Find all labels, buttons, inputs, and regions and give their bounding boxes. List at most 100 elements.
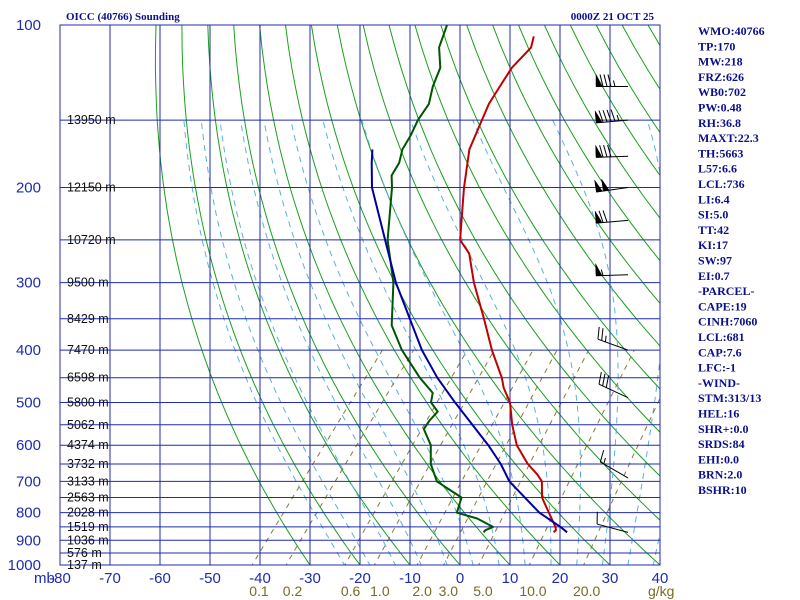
mixing-ratio-line	[285, 349, 415, 565]
height-label: 9500 m	[67, 276, 109, 290]
height-label: 8429 m	[67, 312, 109, 326]
index-line: TP:170	[698, 39, 735, 53]
mixing-ratio-tick-label: 0.6	[341, 583, 361, 599]
pressure-tick-label: 900	[16, 532, 41, 549]
mixing-ratio-tick-label: 2.0	[412, 583, 432, 599]
index-line: -WIND-	[698, 376, 740, 390]
mixing-ratio-tick-label: 20.0	[573, 583, 600, 599]
mixing-ratio-lines	[251, 349, 660, 565]
dry-adiabat	[310, 25, 611, 565]
wind-barb	[594, 179, 629, 193]
temperature-tick-label: -10	[399, 570, 421, 587]
temperature-tick-label: -80	[49, 570, 71, 587]
height-label: 4374 m	[67, 438, 109, 452]
pressure-tick-label: 100	[16, 17, 41, 34]
pressure-tick-label: 600	[16, 437, 41, 454]
mixing-ratio-tick-label: 0.2	[283, 583, 303, 599]
wind-barb	[595, 263, 629, 277]
height-label: 2028 m	[67, 506, 109, 520]
pressure-tick-label: 700	[16, 473, 41, 490]
index-line: LFC:-1	[698, 361, 736, 375]
height-label: 3133 m	[67, 474, 109, 488]
pressure-tick-label: 800	[16, 505, 41, 522]
pressure-tick-label: 400	[16, 342, 41, 359]
temperature-tick-label: -70	[99, 570, 121, 587]
wind-barb	[598, 371, 629, 399]
index-line: L57:6.6	[698, 162, 737, 176]
mixing-ratio-unit-label: g/kg	[648, 583, 674, 599]
dry-adiabat	[388, 25, 660, 477]
wind-barb	[595, 74, 628, 88]
temperature-tick-label: -40	[249, 570, 271, 587]
mixing-ratio-tick-label: 10.0	[519, 583, 546, 599]
mixing-ratio-line	[443, 349, 558, 565]
temperature-tick-label: -50	[199, 570, 221, 587]
index-line: LI:6.4	[698, 192, 730, 206]
temperature-tick-label: 20	[552, 570, 569, 587]
height-label: 5062 m	[67, 418, 109, 432]
profiles	[370, 25, 568, 534]
temperature-tick-label: 10	[502, 570, 519, 587]
height-label: 137 m	[67, 558, 102, 572]
index-line: SHR+:0.0	[698, 422, 749, 436]
mixing-ratio-line	[251, 349, 383, 565]
index-line: WB0:702	[698, 85, 746, 99]
dry-adiabat	[336, 25, 660, 565]
dry-adiabat	[414, 25, 660, 433]
index-line: MAXT:22.3	[698, 131, 759, 145]
wind-barb	[594, 210, 629, 224]
index-line: STM:313/13	[698, 391, 761, 405]
index-line: BSHR:10	[698, 483, 747, 497]
height-label: 1519 m	[67, 520, 109, 534]
index-line: EHI:0.0	[698, 452, 739, 466]
index-line: CINH:7060	[698, 315, 757, 329]
wind-barb	[595, 144, 629, 158]
height-label: 7470 m	[67, 343, 109, 357]
index-line: PW:0.48	[698, 101, 742, 115]
height-label: 1036 m	[67, 533, 109, 547]
index-line: LCL:681	[698, 330, 745, 344]
dry-adiabat	[285, 25, 561, 565]
index-line: WMO:40766	[698, 24, 765, 38]
index-line: SW:97	[698, 254, 732, 268]
index-line: MW:218	[698, 55, 743, 69]
temperature-tick-label: 40	[652, 570, 669, 587]
index-line: HEL:16	[698, 407, 739, 421]
height-label: 576 m	[67, 546, 102, 560]
index-line: -PARCEL-	[698, 284, 754, 298]
mixing-ratio-line	[373, 349, 495, 565]
pressure-tick-label: 300	[16, 275, 41, 292]
index-line: TH:5663	[698, 146, 743, 160]
wind-barbs	[594, 74, 629, 533]
mixing-ratio-line	[478, 349, 590, 565]
index-line: FRZ:626	[698, 70, 744, 84]
temperature-profile	[459, 36, 557, 534]
mixing-ratio-tick-label: 1.0	[370, 583, 390, 599]
height-label: 3732 m	[67, 457, 109, 471]
temperature-tick-label: -60	[149, 570, 171, 587]
pressure-tick-label: 500	[16, 394, 41, 411]
wind-barb	[597, 326, 629, 351]
mixing-ratio-tick-label: 5.0	[473, 583, 493, 599]
dry-adiabat	[440, 25, 660, 390]
height-label: 2563 m	[67, 491, 109, 505]
parcel-profile	[370, 149, 568, 534]
temperature-tick-label: 0	[456, 570, 464, 587]
index-line: KI:17	[698, 238, 728, 252]
mixing-ratio-tick-label: 3.0	[439, 583, 459, 599]
dry-adiabat	[233, 25, 461, 565]
dry-adiabat	[466, 25, 660, 347]
height-label: 6598 m	[67, 371, 109, 385]
height-label: 13950 m	[67, 113, 116, 127]
station-title: OICC (40766) Sounding	[66, 11, 180, 23]
dry-adiabat	[154, 25, 311, 565]
height-label: 12150 m	[67, 181, 116, 195]
dry-adiabat	[362, 25, 660, 521]
dry-adiabat	[518, 25, 660, 262]
wind-barb	[594, 109, 629, 124]
grid	[59, 24, 661, 566]
index-line: TT:42	[698, 223, 729, 237]
mixing-ratio-line	[416, 349, 534, 565]
